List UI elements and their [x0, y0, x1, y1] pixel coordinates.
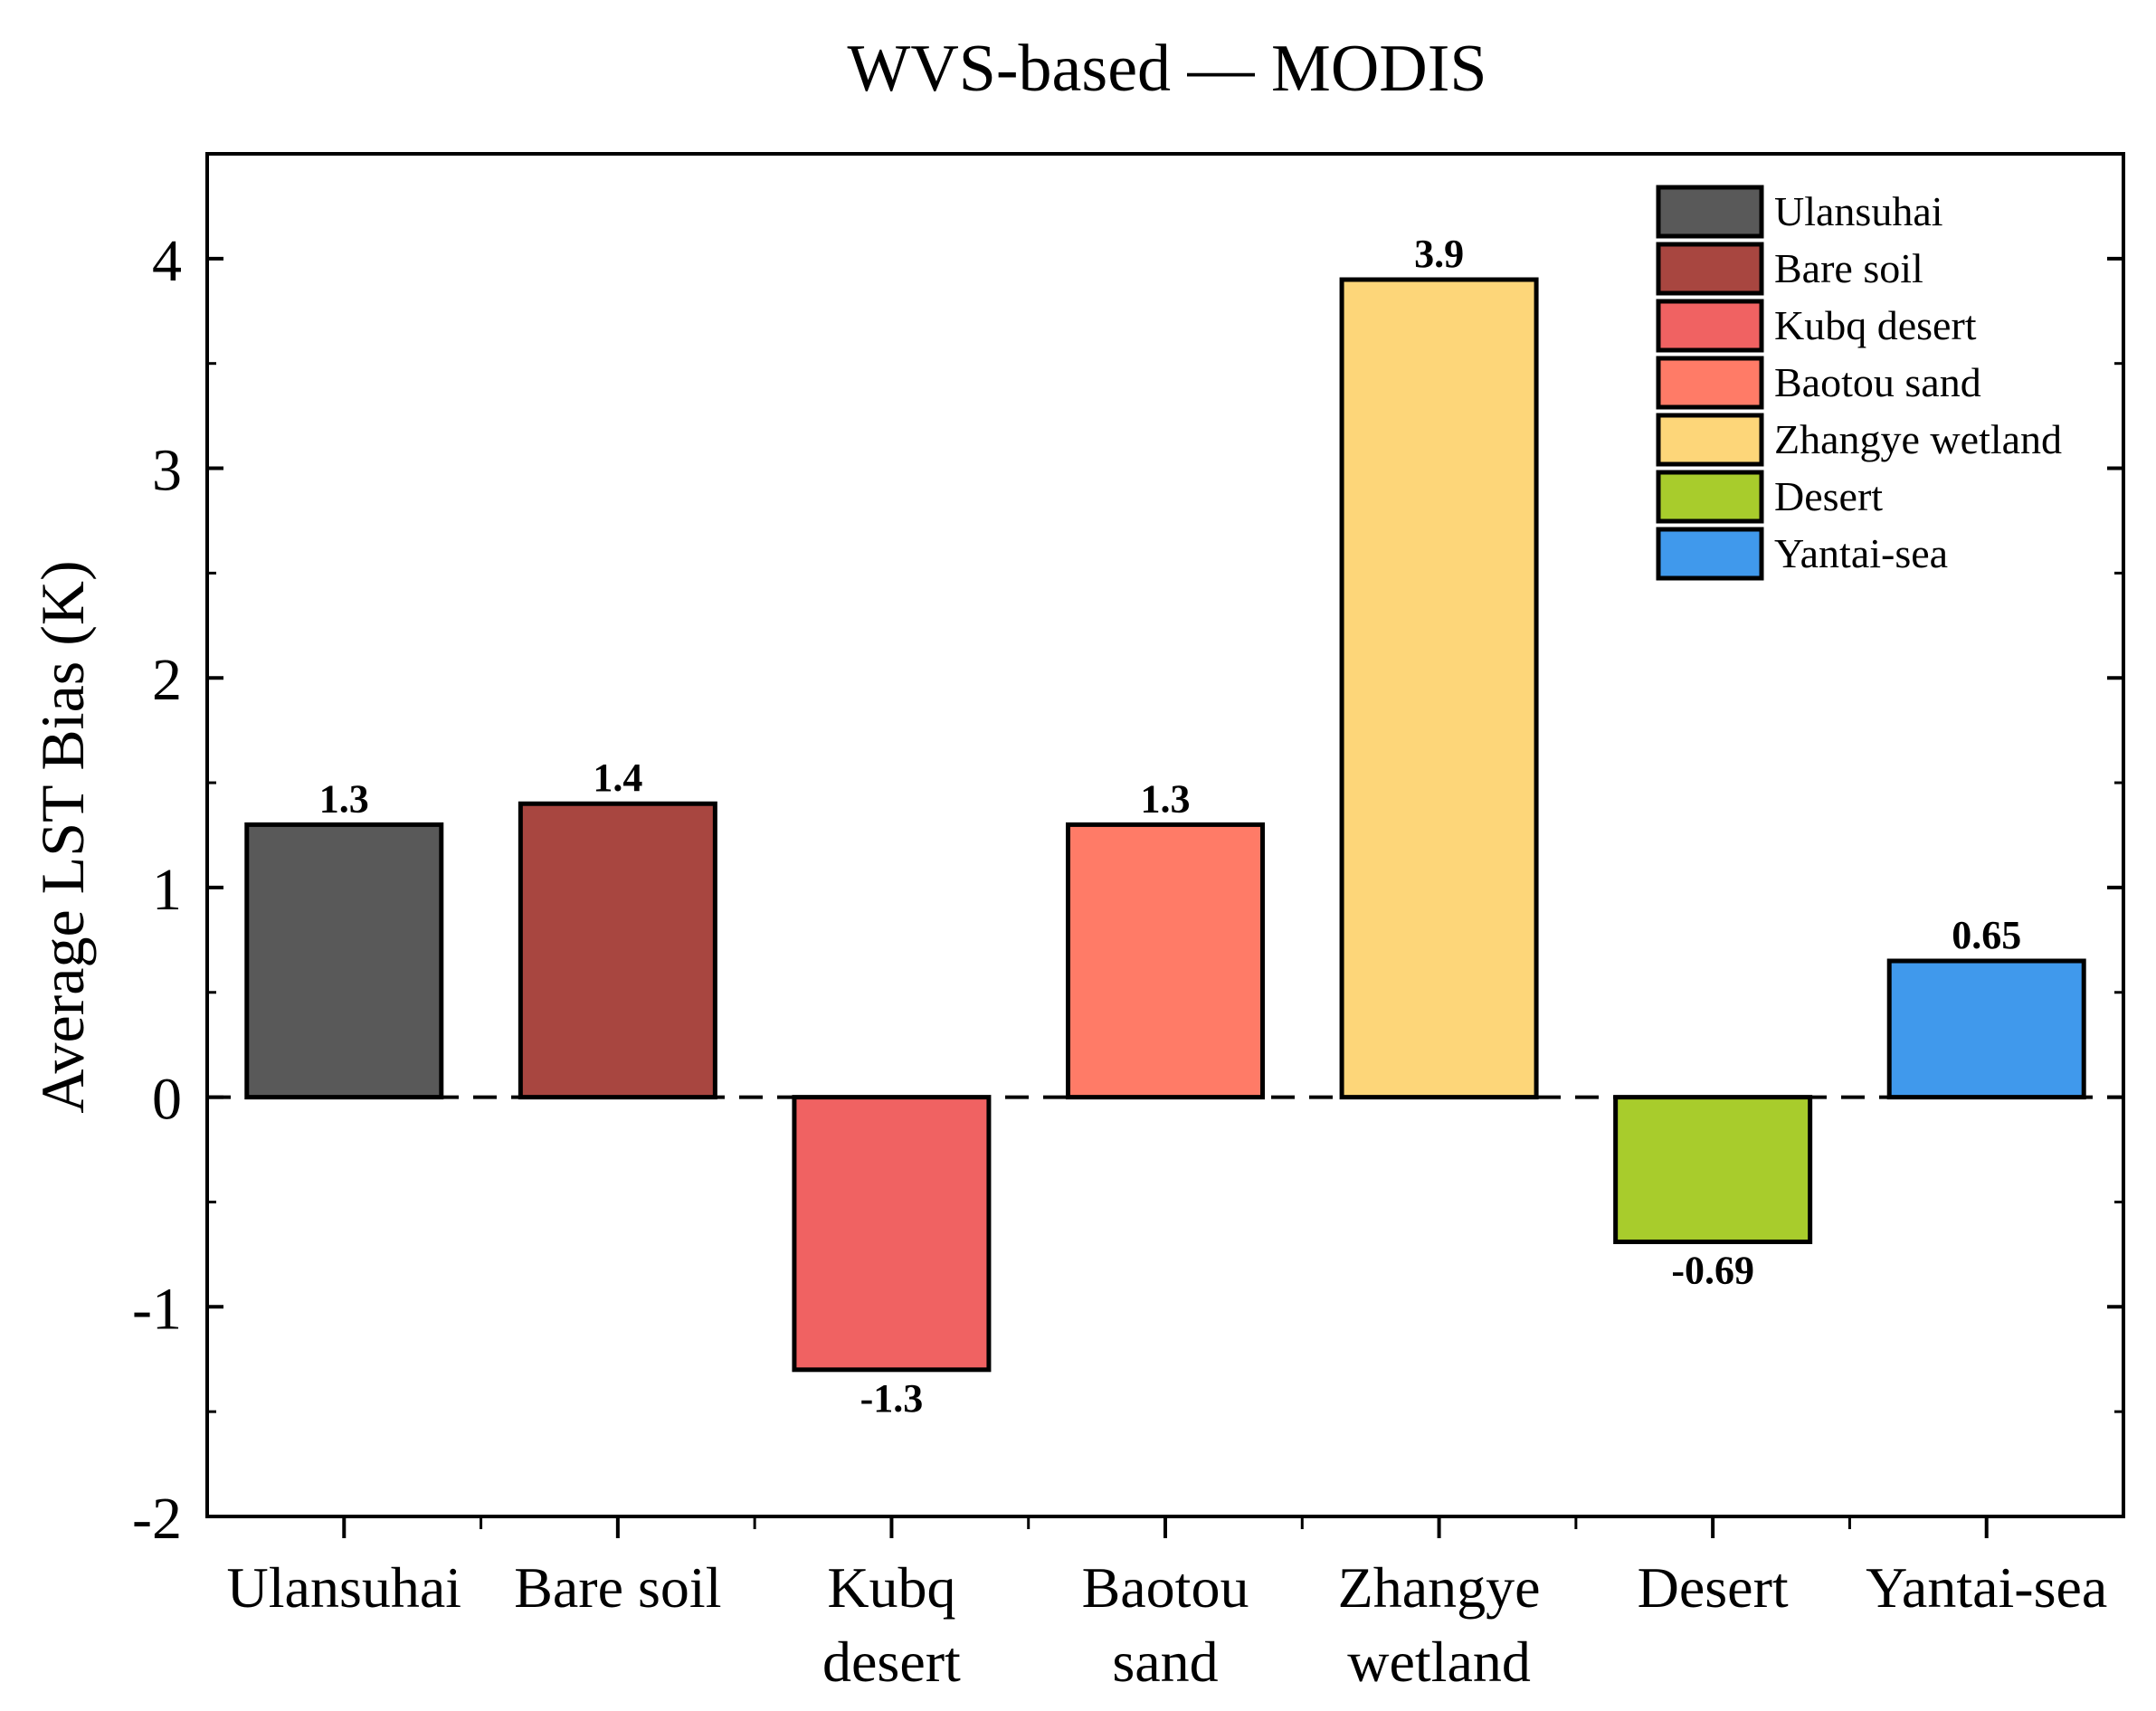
legend-label: Zhangye wetland	[1774, 416, 2062, 462]
y-tick-label: -1	[132, 1276, 182, 1342]
x-tick-label: Desert	[1638, 1555, 1789, 1620]
legend-label: Yantai-sea	[1774, 530, 1948, 576]
data-label: 1.3	[1141, 776, 1191, 821]
y-tick-label: -2	[132, 1486, 182, 1552]
y-tick-label: 0	[152, 1067, 182, 1133]
bar-3	[1066, 822, 1265, 1100]
legend-label: Kubq desert	[1774, 302, 1977, 348]
legend-label: Baotou sand	[1774, 359, 1981, 405]
legend-label: Desert	[1774, 473, 1883, 519]
bar-4	[1339, 277, 1539, 1100]
bar-6	[1886, 958, 2086, 1100]
data-label: 1.4	[593, 756, 642, 800]
bar-2	[792, 1095, 992, 1373]
x-tick-label: wetland	[1347, 1630, 1531, 1694]
bar-5	[1613, 1095, 1813, 1244]
data-label: 3.9	[1414, 232, 1464, 276]
y-tick-label: 4	[152, 228, 182, 294]
chart-title: WVS-based — MODIS	[847, 32, 1486, 106]
legend-swatch	[1656, 527, 1764, 581]
legend-label: Ulansuhai	[1774, 188, 1943, 234]
y-tick-label: 3	[152, 438, 182, 504]
bar-0	[244, 822, 444, 1100]
y-axis-label: Average LST Bias (K)	[28, 560, 97, 1113]
data-label: 0.65	[1952, 913, 2021, 957]
x-tick-label: Yantai-sea	[1866, 1555, 2107, 1620]
x-tick-label: desert	[822, 1630, 961, 1694]
x-tick-label: Kubq	[827, 1555, 955, 1620]
legend-label: Bare soil	[1774, 245, 1923, 291]
plot-area: -2 -1 0 1 2 3 4 1.3 Ulansuhai 1.4 Bare soil -1.3 Kub…	[132, 152, 2125, 1694]
legend-swatch	[1656, 356, 1764, 410]
legend-swatch	[1656, 470, 1764, 524]
x-tick-label: Ulansuhai	[227, 1555, 462, 1620]
data-label: -1.3	[860, 1376, 924, 1421]
bar-1	[518, 801, 717, 1100]
legend-swatch	[1656, 242, 1764, 296]
legend-swatch	[1656, 413, 1764, 467]
y-tick-label: 1	[152, 857, 182, 923]
legend-swatch	[1656, 185, 1764, 239]
data-label: 1.3	[319, 776, 369, 821]
x-tick-label: Bare soil	[514, 1555, 721, 1620]
legend-swatch	[1656, 299, 1764, 353]
x-tick-label: Zhangye	[1338, 1555, 1541, 1620]
data-label: -0.69	[1671, 1248, 1754, 1292]
y-tick-label: 2	[152, 647, 182, 713]
x-tick-label: sand	[1112, 1630, 1218, 1694]
x-tick-label: Baotou	[1082, 1555, 1249, 1620]
